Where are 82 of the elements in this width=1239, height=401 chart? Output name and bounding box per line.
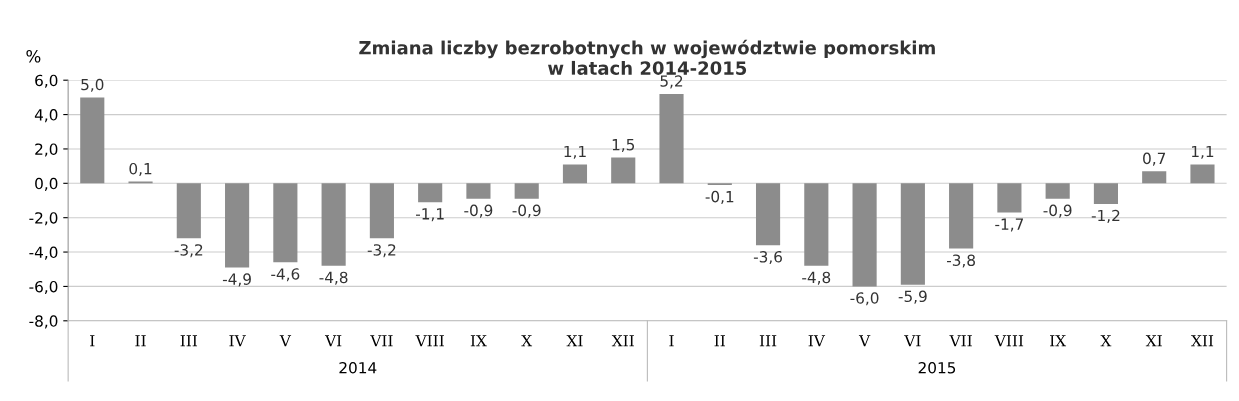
data-label: 1,1 — [1192, 145, 1214, 159]
x-tick-label: I — [90, 335, 95, 347]
data-label: -5,9 — [898, 290, 927, 304]
x-tick-label: X — [521, 335, 533, 347]
data-label: -1,7 — [995, 218, 1023, 232]
y-tick-label: 2,0 — [35, 143, 58, 157]
data-label: -4,9 — [222, 273, 251, 287]
x-tick-label: XII — [611, 335, 634, 347]
bar — [1093, 183, 1118, 204]
x-tick-label: II — [135, 335, 146, 347]
x-tick-label: V — [858, 335, 871, 347]
x-tick-label: XII — [1191, 335, 1214, 347]
x-tick-label: X — [1100, 335, 1112, 347]
data-label: -0,9 — [1043, 204, 1072, 218]
bar — [1045, 183, 1070, 199]
text: 2015 — [918, 361, 956, 374]
data-label: -3,8 — [946, 254, 975, 268]
bar — [852, 183, 877, 287]
bar — [80, 97, 105, 184]
data-label: -1,1 — [416, 208, 444, 222]
y-tick-label: -2,0 — [29, 212, 58, 226]
data-label: 5,0 — [81, 78, 104, 92]
bar — [369, 183, 394, 239]
data-label: 1,1 — [564, 145, 586, 159]
bar — [1190, 164, 1215, 184]
data-label: 0,7 — [1143, 152, 1166, 166]
bar — [804, 183, 829, 266]
x-tick-label: VIII — [994, 335, 1024, 347]
data-label: -0,9 — [512, 204, 541, 218]
bar — [659, 93, 684, 184]
bar — [997, 183, 1022, 213]
data-label: -3,2 — [367, 244, 396, 258]
x-tick-label: III — [180, 335, 198, 347]
x-tick-label: IX — [1050, 335, 1067, 347]
bar — [176, 183, 201, 239]
y-tick-label: -8,0 — [29, 315, 58, 329]
bar — [755, 183, 781, 246]
x-tick-label: I — [669, 335, 674, 347]
x-tick-label: VI — [324, 335, 342, 347]
y-tick-label: -4,0 — [29, 246, 58, 260]
x-tick-label: V — [279, 335, 292, 347]
bar — [900, 183, 925, 285]
data-label: 0,1 — [129, 162, 152, 177]
data-label: -0,1 — [705, 190, 734, 204]
bar — [514, 183, 539, 199]
data-label: -1,2 — [1091, 209, 1120, 223]
bar — [273, 183, 298, 263]
bar — [1142, 171, 1167, 184]
x-tick-label: VIII — [415, 335, 444, 347]
data-label: 5,2 — [660, 75, 683, 89]
y-tick-label: 6,0 — [35, 74, 58, 88]
x-tick-label: VII — [949, 335, 972, 347]
bar — [949, 183, 974, 249]
data-label: -4,6 — [271, 268, 300, 282]
x-tick-label: IX — [470, 335, 487, 347]
x-tick-label: VI — [904, 335, 921, 347]
x-tick-label: IV — [229, 335, 246, 347]
data-label: -6,0 — [850, 292, 879, 306]
data-label: -3,2 — [174, 244, 203, 258]
data-label: 1,5 — [612, 139, 635, 152]
text: 2014 — [339, 361, 377, 374]
bar — [225, 183, 250, 268]
bar — [466, 183, 491, 199]
chart-title: Zmiana liczby bezrobotnych w województwie pomorskim w latach 2014-2015 — [359, 39, 935, 75]
x-tick-label: III — [759, 335, 777, 347]
x-tick-label: II — [714, 335, 725, 347]
data-label: -4,8 — [802, 271, 831, 285]
bar — [321, 183, 346, 266]
x-tick-label: VII — [370, 335, 393, 347]
y-tick-label: -6,0 — [29, 280, 58, 295]
data-label: -4,8 — [319, 271, 348, 285]
x-tick-label: XI — [1145, 335, 1162, 347]
y-axis-title: % — [26, 49, 41, 63]
y-tick-label: 4,0 — [34, 109, 58, 123]
bar — [611, 157, 636, 184]
data-label: -3,6 — [753, 251, 782, 265]
bar — [418, 183, 443, 203]
x-tick-label: IV — [808, 335, 826, 347]
data-label: -0,9 — [464, 204, 493, 218]
y-tick-label: 0,0 — [35, 177, 58, 191]
bar — [562, 164, 588, 184]
x-tick-label: XI — [566, 335, 583, 347]
